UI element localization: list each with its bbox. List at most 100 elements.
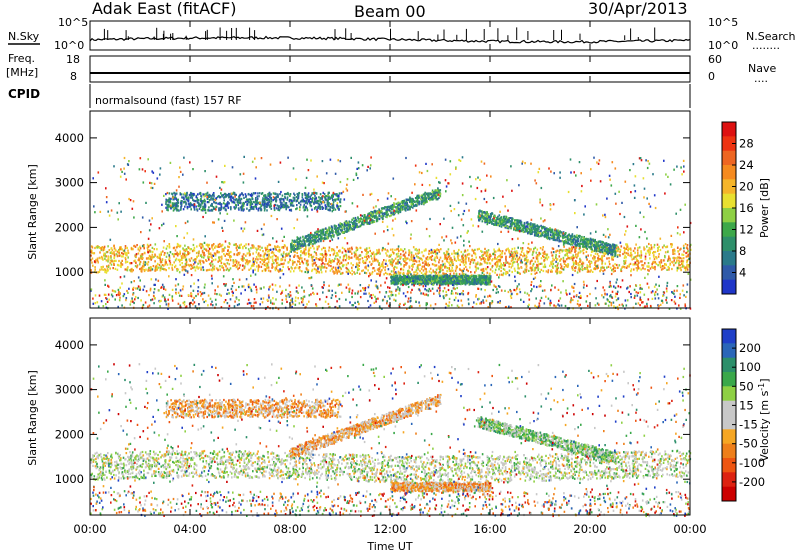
data-cell (386, 254, 388, 257)
data-cell (428, 252, 430, 255)
data-cell (228, 263, 231, 266)
data-cell (430, 198, 433, 201)
data-cell (317, 202, 320, 205)
data-cell (207, 209, 210, 212)
data-cell (345, 266, 348, 269)
data-cell (250, 267, 252, 270)
data-cell (475, 269, 477, 272)
data-cell (535, 266, 538, 269)
data-cell (351, 227, 353, 230)
data-cell (395, 272, 398, 275)
data-cell (485, 250, 488, 253)
data-cell (91, 261, 93, 264)
data-cell (666, 250, 669, 254)
data-cell (352, 264, 354, 267)
data-cell (444, 255, 446, 259)
data-cell (238, 208, 240, 211)
data-cell (241, 255, 244, 258)
data-cell (165, 206, 167, 209)
data-cell (575, 253, 577, 256)
data-cell (288, 261, 290, 264)
data-cell (340, 226, 342, 229)
data-cell (241, 192, 243, 195)
data-cell (213, 268, 215, 271)
data-cell (330, 236, 333, 239)
data-cell (196, 209, 199, 212)
data-cell (267, 201, 269, 204)
data-cell (406, 257, 408, 260)
data-cell (198, 259, 201, 263)
data-cell (417, 199, 419, 202)
data-cell (594, 257, 596, 260)
data-cell (447, 267, 450, 270)
data-cell (671, 267, 673, 271)
data-cell (354, 224, 357, 227)
data-cell (536, 258, 539, 261)
data-cell (544, 253, 547, 256)
data-cell (283, 206, 286, 209)
data-cell (215, 267, 218, 270)
data-cell (327, 262, 330, 265)
data-cell (432, 251, 435, 254)
data-cell (292, 196, 295, 199)
data-cell (302, 235, 304, 238)
data-cell (475, 262, 477, 265)
data-cell (435, 268, 438, 271)
data-cell (339, 256, 341, 259)
data-cell (229, 259, 232, 262)
data-cell (543, 265, 545, 269)
data-cell (257, 207, 260, 210)
data-cell (466, 268, 468, 271)
data-cell (371, 252, 374, 256)
data-cell (290, 245, 292, 248)
data-cell (221, 250, 224, 253)
data-cell (395, 262, 397, 265)
data-cell (620, 245, 623, 248)
data-cell (176, 199, 178, 202)
data-cell (399, 271, 401, 275)
data-cell (505, 255, 507, 258)
freq-tick-bottom: 8 (70, 70, 77, 83)
data-cell (462, 253, 464, 256)
data-cell (289, 270, 292, 273)
data-cell (332, 270, 334, 273)
data-cell (321, 266, 323, 269)
data-cell (632, 249, 635, 252)
data-cell (272, 260, 274, 263)
data-cell (117, 264, 120, 267)
data-cell (465, 265, 467, 268)
data-cell (109, 262, 111, 265)
data-cell (297, 237, 299, 240)
data-cell (140, 255, 142, 258)
data-cell (526, 252, 529, 255)
data-cell (669, 259, 671, 262)
data-cell (590, 261, 593, 264)
data-cell (336, 246, 338, 249)
data-cell (292, 248, 294, 251)
data-cell (263, 268, 266, 271)
data-cell (645, 252, 647, 255)
data-cell (382, 207, 385, 210)
data-cell (230, 250, 232, 254)
data-cell (200, 201, 203, 204)
data-cell (533, 269, 536, 272)
data-cell (238, 244, 241, 247)
data-cell (464, 257, 467, 260)
data-cell (415, 204, 418, 207)
data-cell (361, 257, 364, 260)
data-cell (286, 248, 288, 251)
data-cell (589, 263, 591, 266)
data-cell (345, 221, 347, 225)
data-cell (550, 270, 552, 273)
data-cell (245, 254, 247, 257)
data-cell (610, 245, 613, 248)
data-cell (186, 199, 189, 202)
data-cell (200, 266, 202, 269)
data-cell (167, 199, 170, 202)
data-cell (328, 249, 330, 252)
data-cell (404, 201, 407, 204)
data-cell (637, 267, 639, 270)
data-cell (350, 262, 352, 265)
data-cell (468, 259, 470, 262)
data-cell (556, 269, 559, 273)
